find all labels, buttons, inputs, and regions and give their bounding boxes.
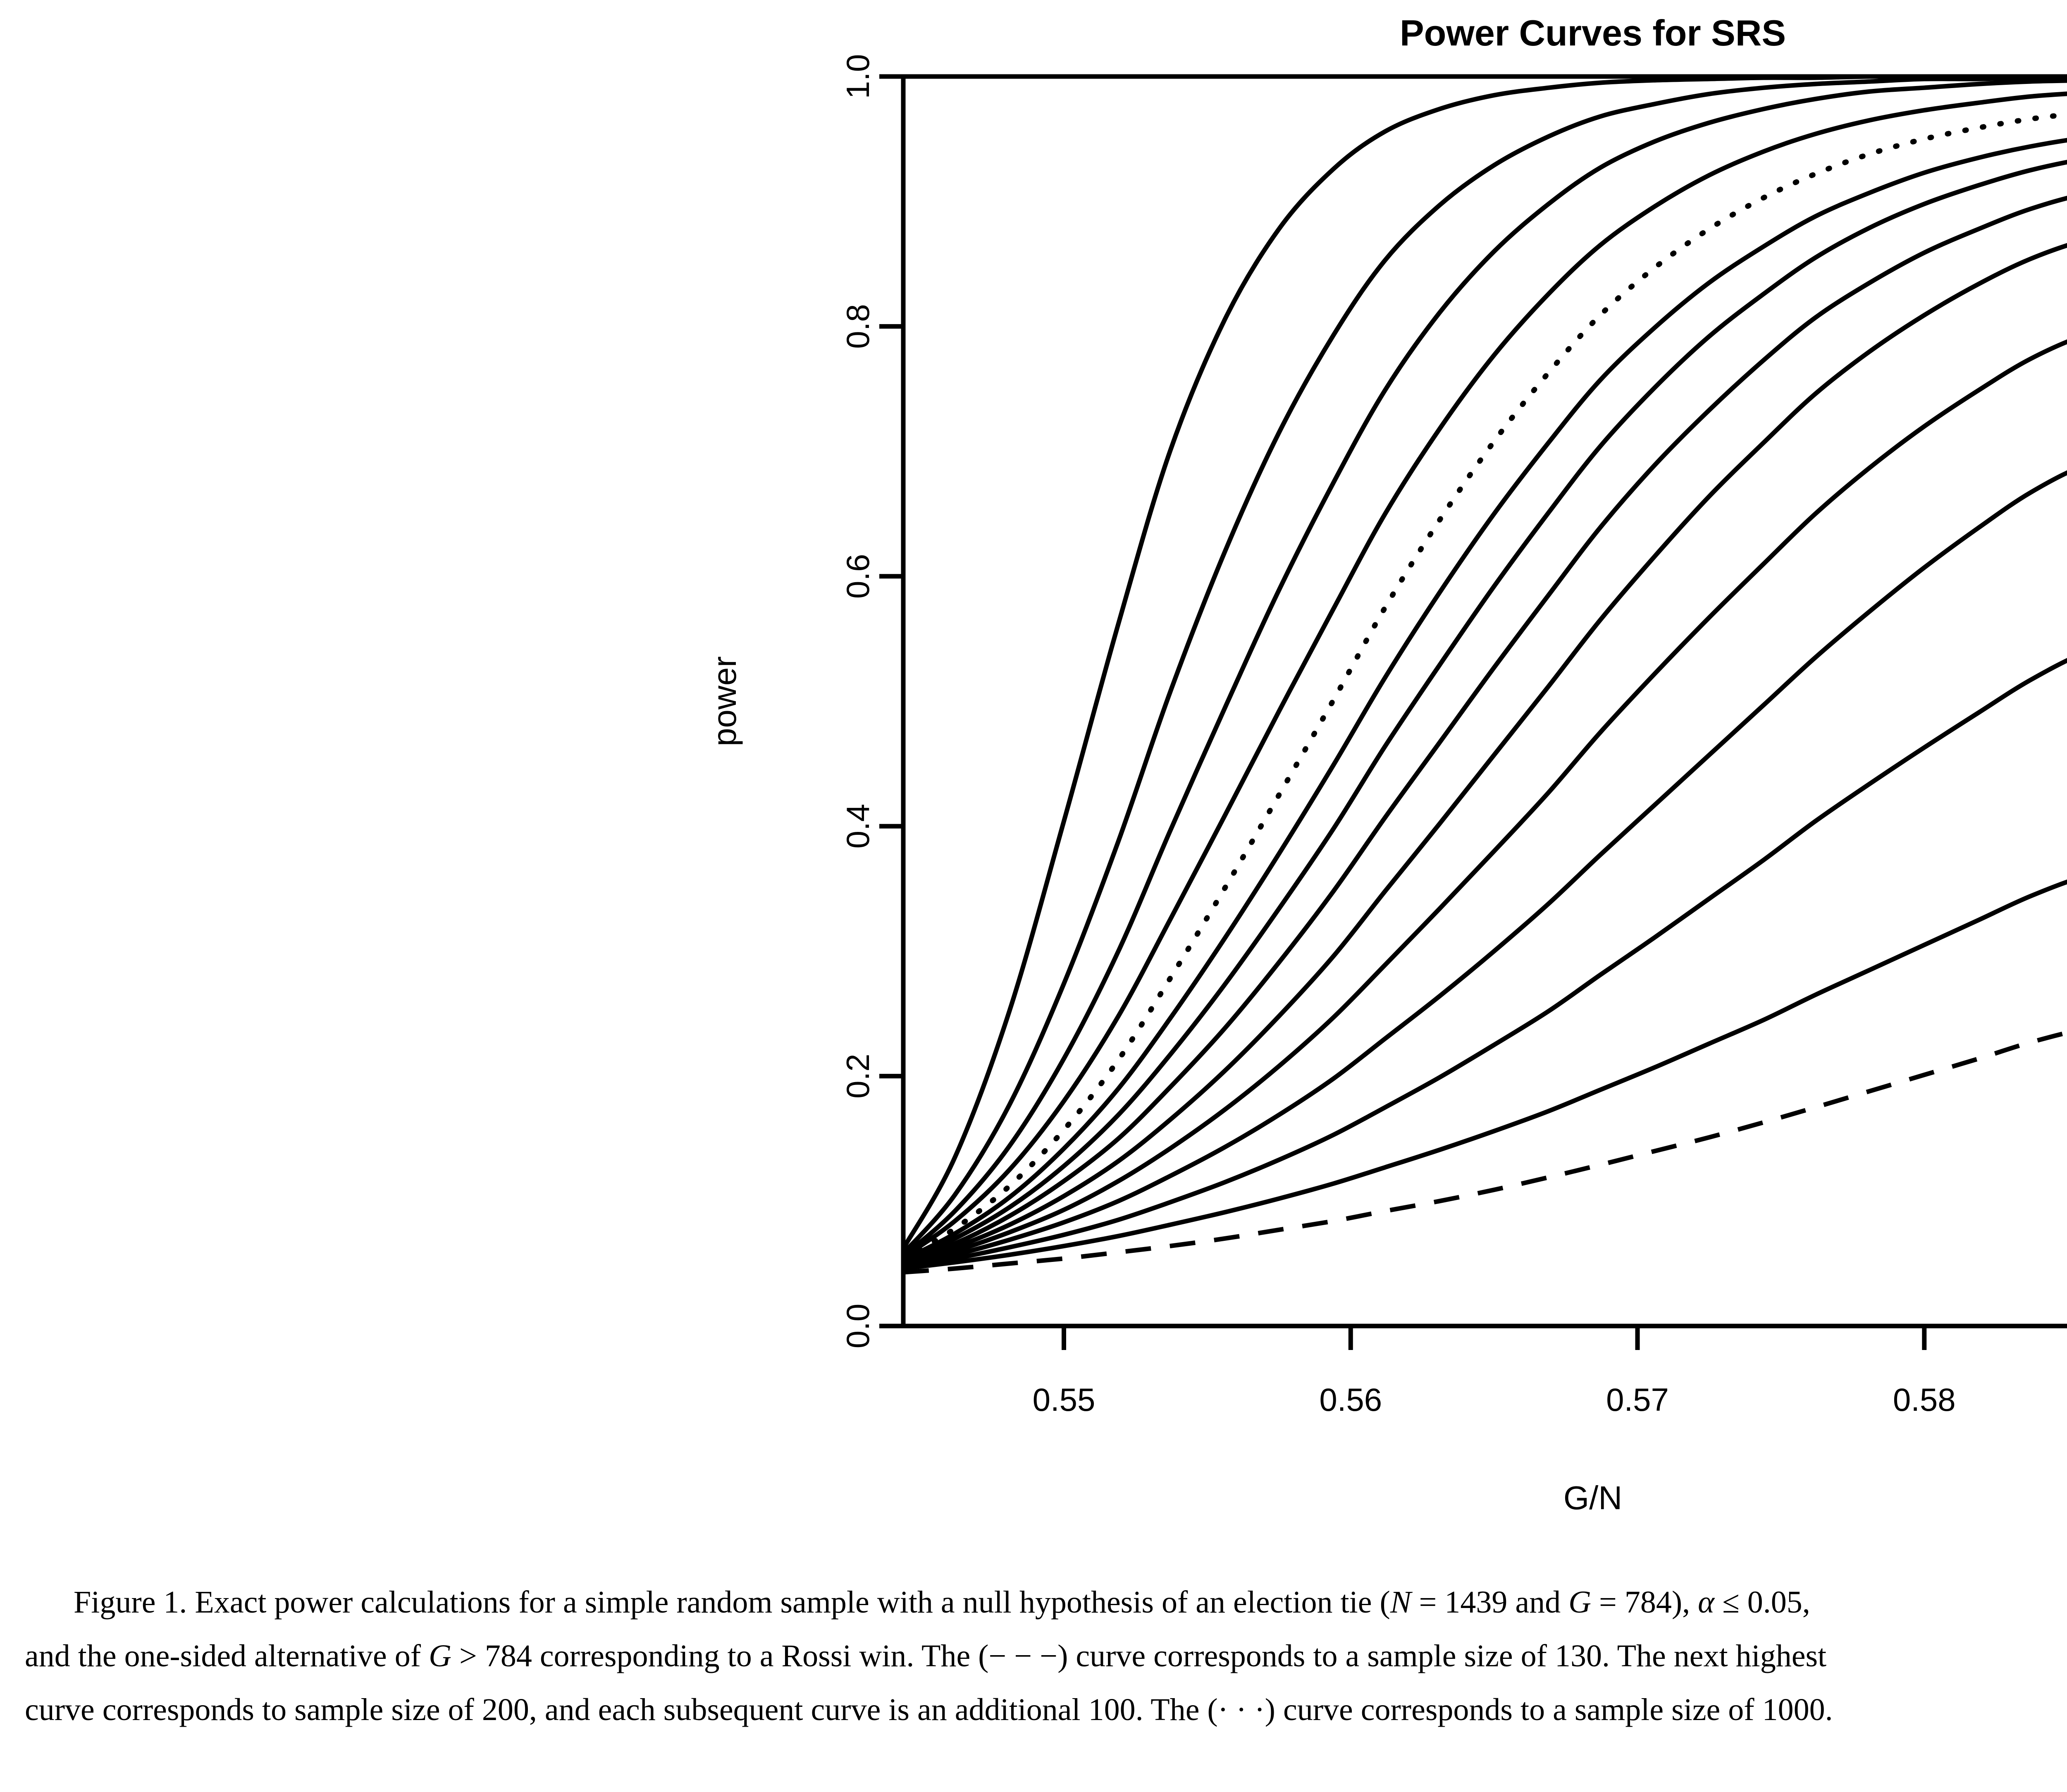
- caption-symbol-G: G: [1568, 1585, 1591, 1620]
- caption-symbol-G2: G: [429, 1639, 451, 1673]
- caption-line1-part-a: Figure 1. Exact power calculations for a…: [74, 1585, 1390, 1620]
- x-axis-label: G/N: [1563, 1479, 1622, 1516]
- power-curve: [903, 91, 2067, 1259]
- y-axis-tick-label: 0.2: [840, 1054, 876, 1098]
- x-axis-tick-label: 0.56: [1319, 1381, 1382, 1418]
- y-axis-tick-label: 0.4: [840, 804, 876, 848]
- power-curves-plot: Power Curves for SRS 0.00.20.40.60.81.0 …: [706, 12, 2067, 1516]
- y-axis-tick-label: 0.6: [840, 554, 876, 599]
- caption-line1-part-c: = 784),: [1591, 1585, 1698, 1620]
- power-curve: [903, 879, 2067, 1271]
- caption-line-1: Figure 1. Exact power calculations for a…: [25, 1575, 2067, 1629]
- y-axis-tick-label: 0.0: [840, 1304, 876, 1348]
- caption-symbol-alpha: α: [1698, 1585, 1715, 1620]
- chart-title: Power Curves for SRS: [1400, 12, 1786, 53]
- power-curve: [903, 160, 2067, 1263]
- x-axis: 0.550.560.570.580.59: [1033, 1324, 2067, 1418]
- power-curve: [903, 243, 2067, 1266]
- caption-line2-part-a: and the one-sided alternative of: [25, 1639, 429, 1673]
- x-axis-tick-label: 0.55: [1033, 1381, 1096, 1418]
- caption-line1-part-d: ≤ 0.05,: [1714, 1585, 1810, 1620]
- power-curve: [903, 470, 2067, 1269]
- figure-caption: Figure 1. Exact power calculations for a…: [25, 1575, 2067, 1737]
- x-axis-tick-label: 0.58: [1893, 1381, 1956, 1418]
- power-curve: [903, 138, 2067, 1262]
- caption-line-2: and the one-sided alternative of G > 784…: [25, 1629, 2067, 1683]
- caption-line1-part-b: = 1439 and: [1411, 1585, 1569, 1620]
- y-axis: 0.0 0.2 0.4 0.6 0.8 1.0: [840, 54, 906, 1348]
- power-curve: [903, 112, 2067, 1262]
- caption-line2-part-b: > 784 corresponding to a Rossi win. The …: [451, 1639, 1827, 1673]
- caption-line-3: curve corresponds to sample size of 200,…: [25, 1692, 1833, 1727]
- y-axis-label: power: [706, 656, 743, 746]
- power-curve: [903, 1030, 2067, 1275]
- power-curve: [903, 658, 2067, 1270]
- caption-symbol-N: N: [1390, 1585, 1411, 1620]
- plot-panel-border: [901, 74, 2067, 1328]
- power-curve: [903, 76, 2067, 1250]
- power-curve: [903, 196, 2067, 1265]
- y-axis-tick-label: 0.8: [840, 304, 876, 349]
- x-axis-tick-label: 0.57: [1606, 1381, 1669, 1418]
- y-axis-tick-label: 1.0: [840, 54, 876, 99]
- power-curve: [903, 339, 2067, 1267]
- power-curve: [903, 78, 2067, 1258]
- power-curve-series: [903, 76, 2067, 1275]
